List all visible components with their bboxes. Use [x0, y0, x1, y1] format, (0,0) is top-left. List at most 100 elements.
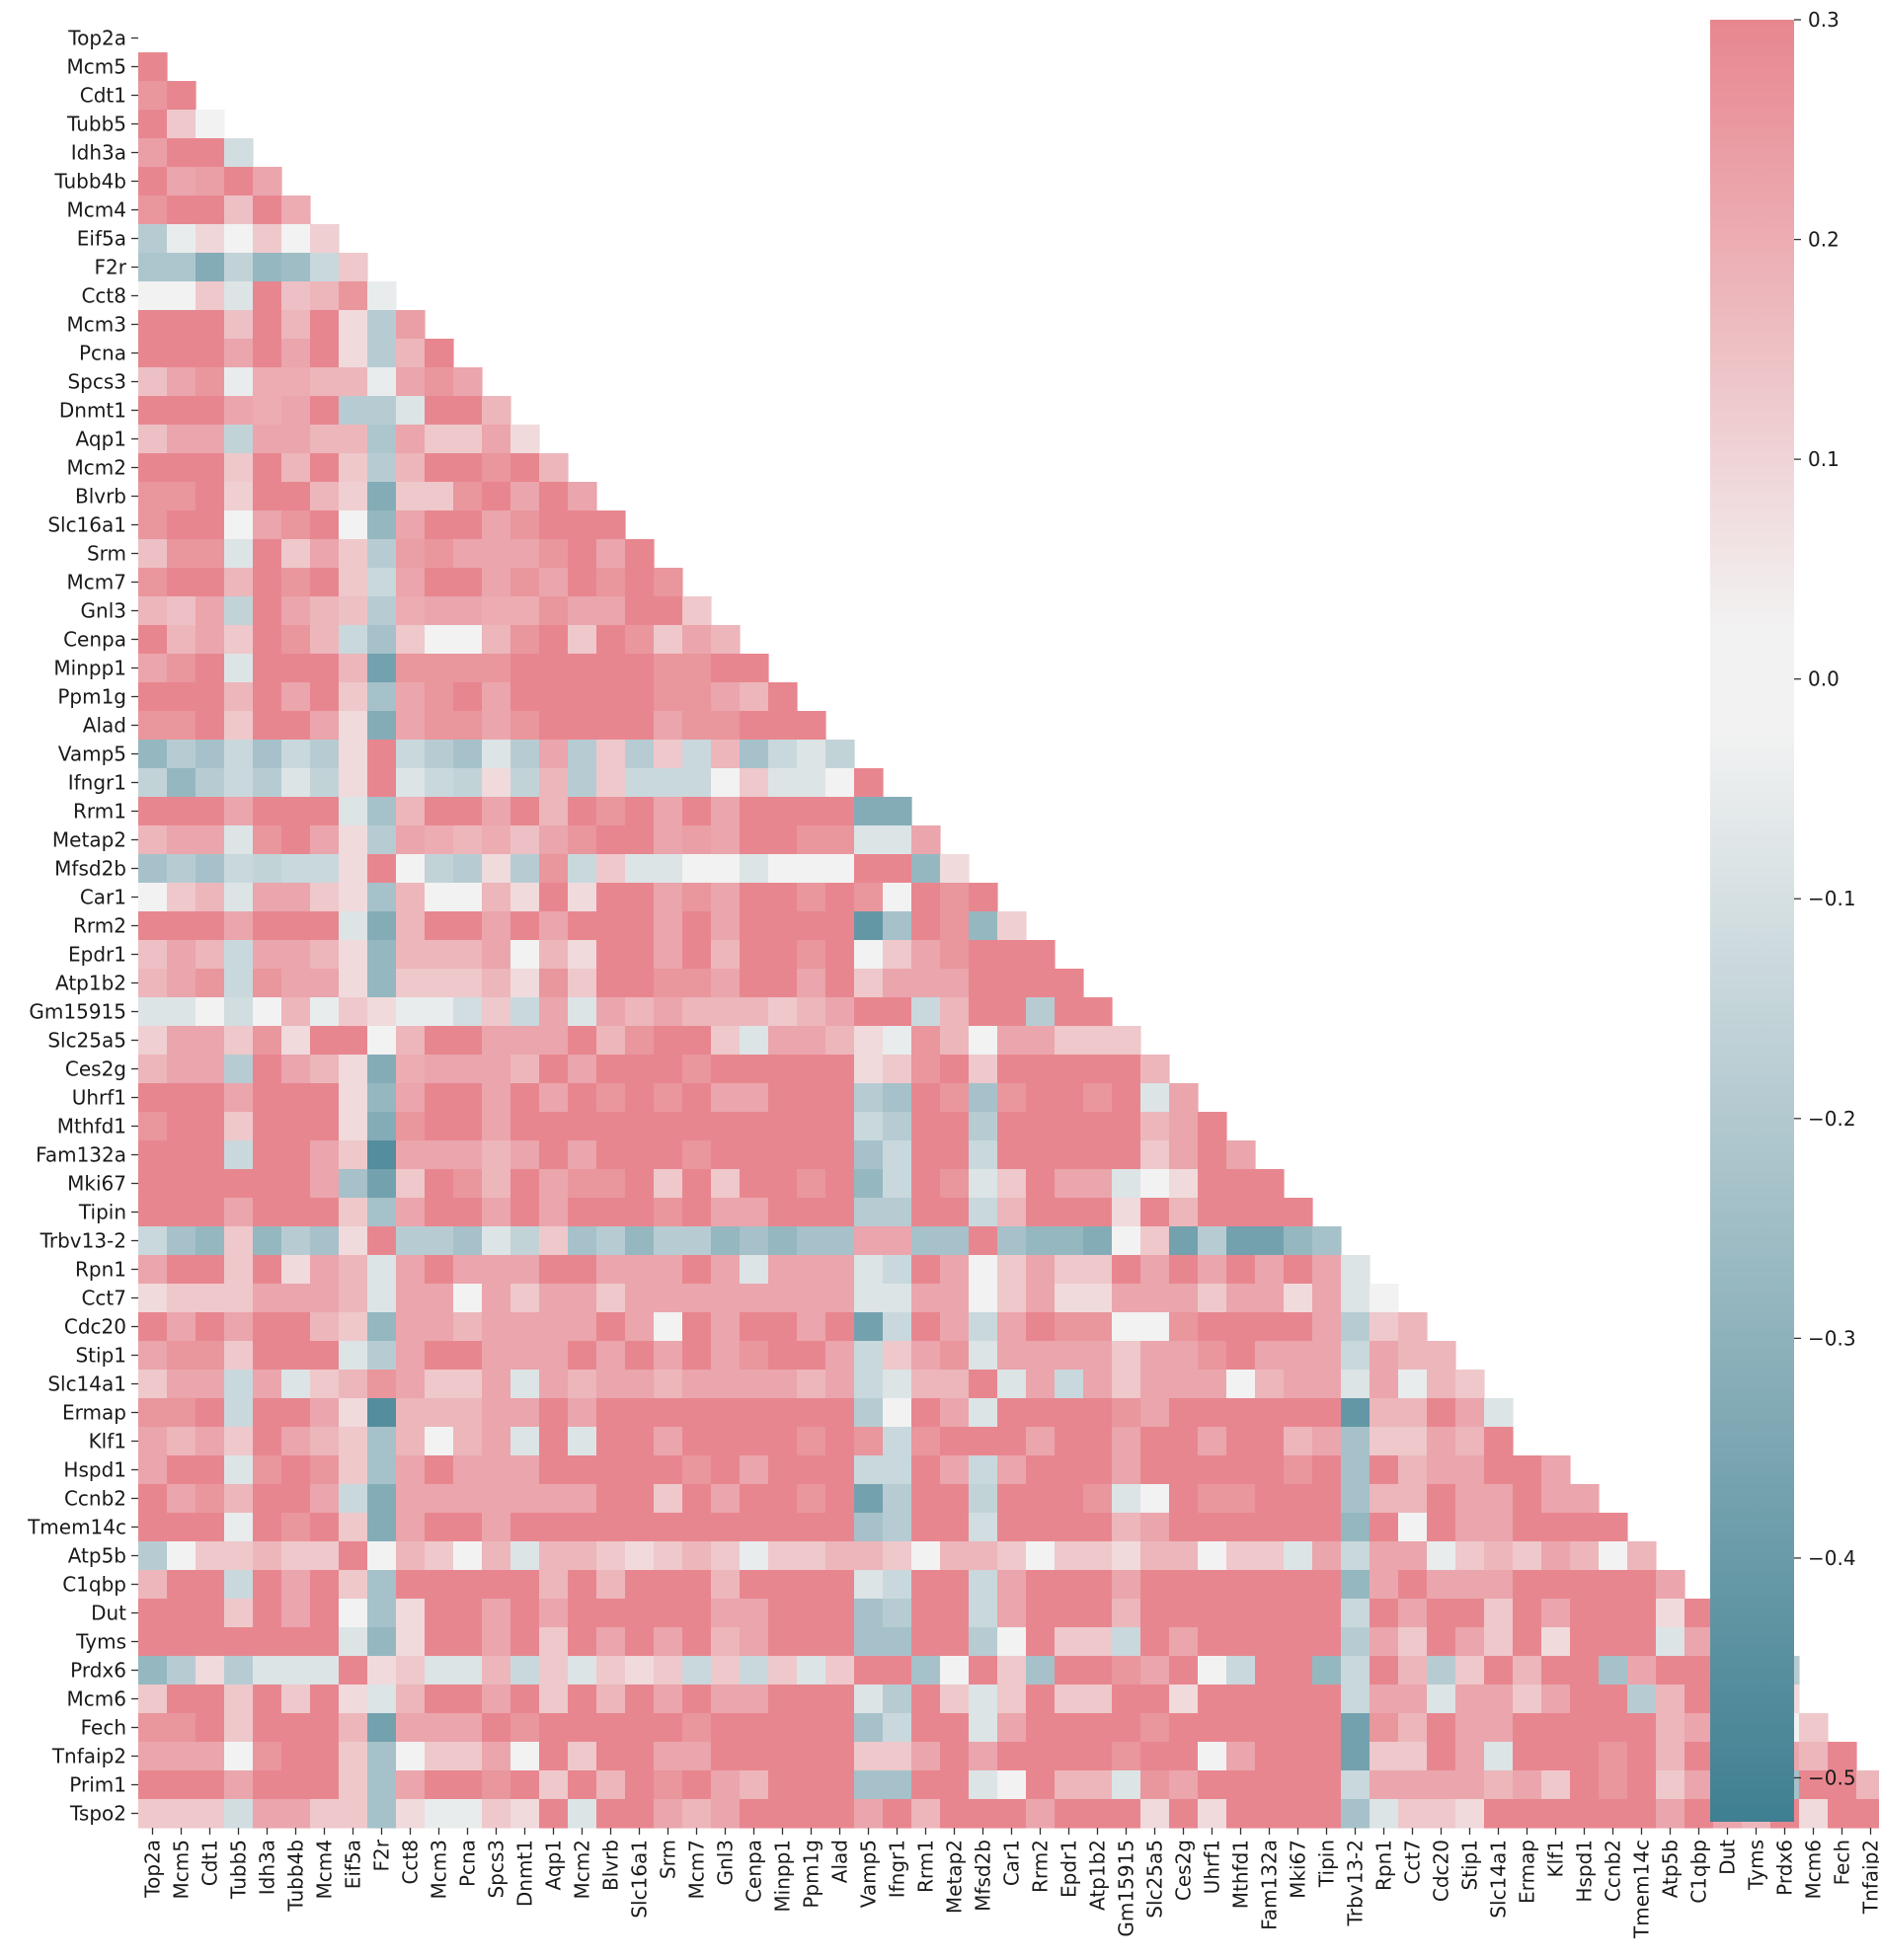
heatmap-cell-Epdr1-Cdt1 — [196, 940, 225, 970]
heatmap-cell-Ppm1g-Aqp1 — [539, 682, 569, 712]
heatmap-cell-Ifngr1-Ppm1g — [797, 768, 826, 798]
heatmap-cell-Rrm1-Cct8 — [396, 797, 426, 826]
heatmap-cell-Ermap-Idh3a — [253, 1398, 282, 1428]
heatmap-cell-Dut-Atp1b2 — [1083, 1599, 1113, 1628]
heatmap-cell-Ccnb2-Fam132a — [1255, 1484, 1285, 1514]
heatmap-cell-Prim1-Uhrf1 — [1198, 1770, 1227, 1800]
colorbar-tick-label-4: −0.1 — [1808, 887, 1856, 910]
heatmap-cell-Ccnb2-Blvrb — [596, 1484, 626, 1514]
heatmap-cell-Cdc20-Car1 — [997, 1312, 1027, 1342]
heatmap-cell-Atp5b-Cenpa — [740, 1541, 769, 1571]
x-tick-label-C1qbp: C1qbp — [1687, 1840, 1711, 1904]
heatmap-cell-Cct8-Cdt1 — [196, 281, 225, 311]
heatmap-cell-Ces2g-Ifngr1 — [883, 1055, 912, 1084]
heatmap-cell-Prim1-Ermap — [1513, 1770, 1542, 1800]
heatmap-cell-F2r-Cdt1 — [196, 253, 225, 282]
heatmap-cell-Vamp5-Cdt1 — [196, 740, 225, 769]
heatmap-cell-Gm15915-Minpp1 — [768, 997, 798, 1027]
heatmap-cell-Tyms-Tubb4b — [281, 1627, 311, 1657]
heatmap-cell-C1qbp-Mki67 — [1284, 1570, 1313, 1600]
y-tick-label-Slc25a5: Slc25a5 — [47, 1029, 126, 1053]
heatmap-cell-Car1-Cct8 — [396, 883, 426, 912]
heatmap-cell-Slc25a5-Metap2 — [940, 1026, 970, 1056]
heatmap-cell-Spcs3-Tubb4b — [281, 367, 311, 397]
heatmap-cell-Ermap-Mcm7 — [682, 1398, 712, 1428]
heatmap-cell-Ppm1g-Cdt1 — [196, 682, 225, 712]
heatmap-cell-Fam132a-Srm — [654, 1140, 683, 1170]
heatmap-cell-Srm-Tubb5 — [224, 539, 254, 569]
heatmap-cell-Mcm7-Mcm5 — [167, 568, 196, 597]
heatmap-cell-Prim1-Blvrb — [596, 1770, 626, 1800]
heatmap-cell-Ccnb2-Cct8 — [396, 1484, 426, 1514]
heatmap-cell-Uhrf1-Ifngr1 — [883, 1083, 912, 1113]
heatmap-cell-Slc25a5-Top2a — [138, 1026, 168, 1056]
heatmap-cell-Mthfd1-Tubb4b — [281, 1112, 311, 1141]
heatmap-cell-Minpp1-Cct8 — [396, 654, 426, 683]
heatmap-cell-Rrm1-Top2a — [138, 797, 168, 826]
heatmap-cell-Atp1b2-Tubb4b — [281, 969, 311, 998]
heatmap-cell-Dut-Hspd1 — [1570, 1599, 1600, 1628]
heatmap-cell-Ces2g-Srm — [654, 1055, 683, 1084]
heatmap-cell-Ermap-Slc16a1 — [625, 1398, 655, 1428]
heatmap-cell-Atp1b2-Car1 — [997, 969, 1027, 998]
heatmap-cell-Fech-Cct8 — [396, 1713, 426, 1743]
heatmap-cell-Epdr1-Minpp1 — [768, 940, 798, 970]
heatmap-cell-Rrm2-Mcm7 — [682, 911, 712, 941]
x-tick-label-Fech: Fech — [1831, 1840, 1854, 1885]
heatmap-cell-Car1-Cenpa — [740, 883, 769, 912]
heatmap-cell-Pcna-Top2a — [138, 339, 168, 368]
heatmap-cell-Hspd1-Minpp1 — [768, 1455, 798, 1485]
heatmap-cell-Fam132a-Mcm2 — [568, 1140, 597, 1170]
heatmap-cell-Tyms-Tmem14c — [1627, 1627, 1657, 1657]
x-tick-label-Cct7: Cct7 — [1401, 1840, 1425, 1885]
heatmap-cell-Slc25a5-Idh3a — [253, 1026, 282, 1056]
heatmap-cell-Spcs3-Cdt1 — [196, 367, 225, 397]
heatmap-cell-Stip1-Pcna — [453, 1341, 483, 1371]
heatmap-cell-Mcm6-Pcna — [453, 1685, 483, 1714]
heatmap-cell-Mki67-Mthfd1 — [1226, 1169, 1256, 1199]
heatmap-cell-Klf1-Atp1b2 — [1083, 1427, 1113, 1456]
heatmap-cell-Mcm2-Idh3a — [253, 453, 282, 483]
x-tick-label-Minpp1: Minpp1 — [771, 1840, 795, 1913]
x-tick-label-Mcm2: Mcm2 — [571, 1840, 594, 1899]
heatmap-cell-Dnmt1-Cct8 — [396, 396, 426, 426]
y-tick-label-Cct7: Cct7 — [81, 1287, 126, 1310]
heatmap-cell-Minpp1-Top2a — [138, 654, 168, 683]
heatmap-cell-Prim1-Trbv13-2 — [1341, 1770, 1370, 1800]
heatmap-cell-Cdc20-Rpn1 — [1370, 1312, 1399, 1342]
heatmap-cell-Spcs3-Cct8 — [396, 367, 426, 397]
heatmap-cell-Fech-Cct7 — [1398, 1713, 1428, 1743]
heatmap-cell-Atp5b-Cct7 — [1398, 1541, 1428, 1571]
heatmap-cell-Gnl3-Top2a — [138, 596, 168, 626]
heatmap-cell-Uhrf1-Aqp1 — [539, 1083, 569, 1113]
heatmap-cell-Klf1-Eif5a — [339, 1427, 368, 1456]
heatmap-cell-Slc16a1-Blvrb — [596, 510, 626, 540]
heatmap-cell-Metap2-Tubb5 — [224, 825, 254, 855]
heatmap-cell-Atp5b-Mcm5 — [167, 1541, 196, 1571]
heatmap-cell-Alad-F2r — [367, 711, 397, 741]
heatmap-cell-Mcm6-Tubb5 — [224, 1685, 254, 1714]
heatmap-cell-Vamp5-Mcm4 — [310, 740, 340, 769]
heatmap-cell-Prdx6-Idh3a — [253, 1656, 282, 1686]
heatmap-cell-Slc14a1-F2r — [367, 1370, 397, 1399]
heatmap-cell-Mcm6-Mcm2 — [568, 1685, 597, 1714]
heatmap-cell-Cct7-Rpn1 — [1370, 1284, 1399, 1313]
heatmap-cell-Rpn1-Uhrf1 — [1198, 1255, 1227, 1285]
heatmap-cell-Dut-Dnmt1 — [510, 1599, 540, 1628]
heatmap-cell-Slc16a1-Mcm3 — [425, 510, 454, 540]
heatmap-cell-C1qbp-Mcm4 — [310, 1570, 340, 1600]
heatmap-cell-Cct7-Cenpa — [740, 1284, 769, 1313]
heatmap-cell-Pcna-Tubb4b — [281, 339, 311, 368]
heatmap-cell-Spcs3-Top2a — [138, 367, 168, 397]
heatmap-cell-Slc25a5-Ppm1g — [797, 1026, 826, 1056]
heatmap-cell-Vamp5-Pcna — [453, 740, 483, 769]
heatmap-cell-Rrm2-Vamp5 — [854, 911, 884, 941]
heatmap-cell-Tspo2-Epdr1 — [1055, 1799, 1084, 1829]
heatmap-cell-Hspd1-Atp1b2 — [1083, 1455, 1113, 1485]
heatmap-cell-Tspo2-Cct8 — [396, 1799, 426, 1829]
colorbar-ticks: 0.30.20.10.0−0.1−0.2−0.3−0.4−0.5 — [1794, 8, 1856, 1789]
heatmap-cell-Mcm7-Dnmt1 — [510, 568, 540, 597]
heatmap-cell-Tspo2-Ccnb2 — [1599, 1799, 1628, 1829]
heatmap-cell-Tnfaip2-Spcs3 — [482, 1742, 511, 1771]
heatmap-cell-Epdr1-Car1 — [997, 940, 1027, 970]
